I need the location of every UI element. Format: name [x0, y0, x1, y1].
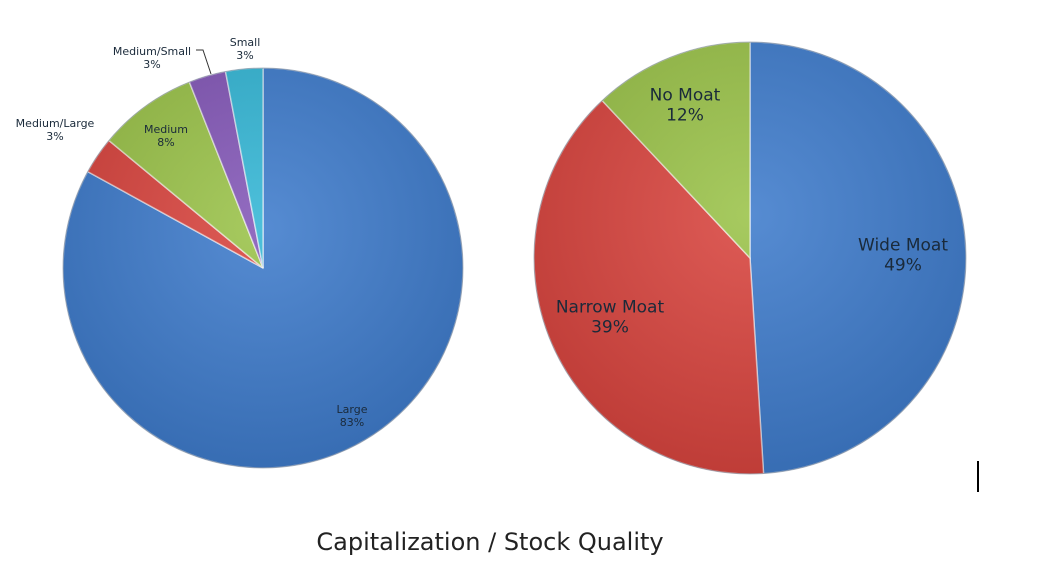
stock-quality-pie — [533, 41, 967, 475]
label-wide-moat: Wide Moat 49% — [858, 236, 948, 277]
label-medium: Medium 8% — [144, 123, 188, 149]
label-wide-moat-name: Wide Moat — [858, 235, 948, 256]
pie-shading — [533, 41, 967, 475]
label-small-name: Small — [229, 35, 261, 49]
label-medium-large-pct: 3% — [46, 130, 64, 143]
label-no-moat-pct: 12% — [666, 106, 704, 126]
label-no-moat-name: No Moat — [649, 85, 721, 106]
label-medium-small-pct: 3% — [143, 58, 161, 71]
label-narrow-moat-pct: 39% — [591, 318, 629, 338]
label-narrow-moat-name: Narrow Moat — [555, 297, 665, 318]
label-small-pct: 3% — [236, 49, 254, 62]
label-large-name: Large — [336, 402, 368, 416]
capitalization-pie — [62, 49, 464, 469]
label-wide-moat-pct: 49% — [884, 256, 922, 276]
label-medium-large-name: Medium/Large — [15, 116, 95, 130]
pie-shading — [62, 67, 464, 469]
label-no-moat: No Moat 12% — [650, 86, 721, 127]
chart-title: Capitalization / Stock Quality — [316, 528, 664, 556]
label-small: Small 3% — [230, 36, 261, 62]
text-cursor — [977, 461, 979, 492]
label-medium-small: Medium/Small 3% — [113, 45, 191, 71]
label-medium-pct: 8% — [157, 136, 175, 149]
label-large-pct: 83% — [339, 416, 365, 429]
leader-line-medium-small — [196, 49, 212, 75]
label-medium-large: Medium/Large 3% — [16, 117, 95, 143]
label-large: Large 83% — [337, 403, 368, 429]
label-medium-name: Medium — [144, 122, 188, 136]
label-medium-small-name: Medium/Small — [112, 44, 192, 58]
label-narrow-moat: Narrow Moat 39% — [556, 298, 664, 339]
